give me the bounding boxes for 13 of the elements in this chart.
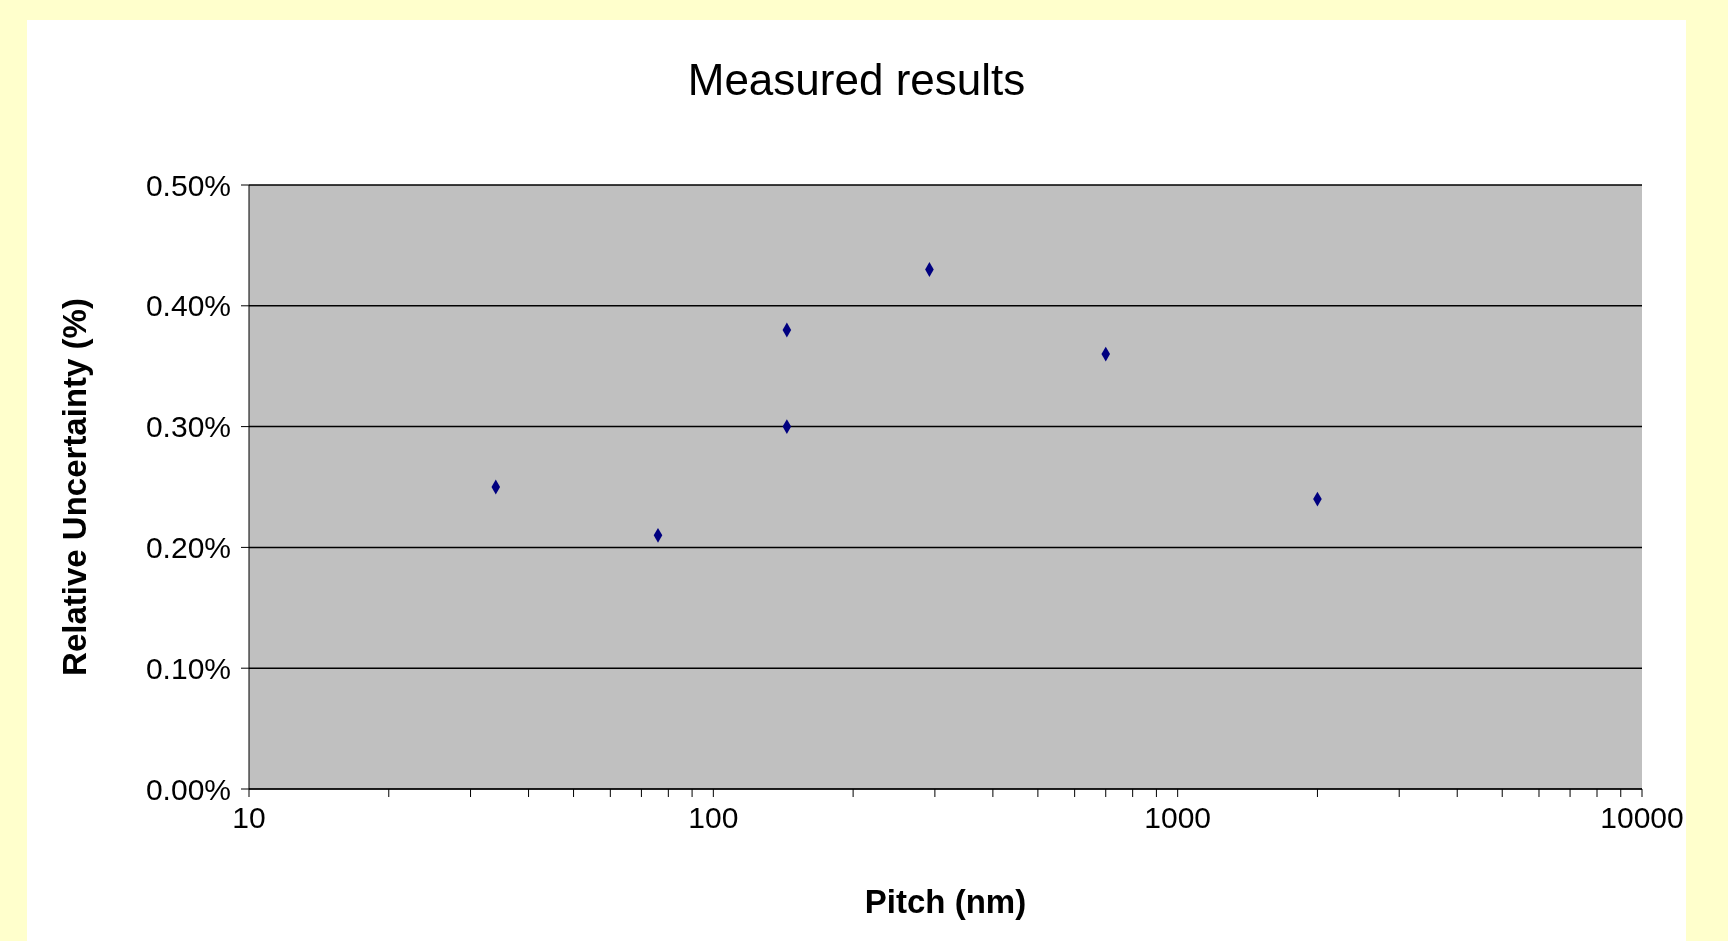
y-tick-label: 0.40% <box>145 289 231 323</box>
y-tick-label: 0.30% <box>145 410 231 444</box>
y-axis-title: Relative Uncertainty (%) <box>55 298 93 676</box>
x-tick-label: 10000 <box>1600 801 1684 835</box>
x-tick-label: 100 <box>688 801 739 835</box>
x-tick-label: 1000 <box>1144 801 1212 835</box>
y-tick-label: 0.00% <box>145 772 231 806</box>
y-tick-label: 0.20% <box>145 531 231 565</box>
x-tick-label: 10 <box>232 801 266 835</box>
y-tick-label: 0.50% <box>145 168 231 202</box>
y-tick-label: 0.10% <box>145 651 231 685</box>
x-axis-title: Pitch (nm) <box>864 883 1027 920</box>
chart-title: Measured results <box>686 55 1027 105</box>
